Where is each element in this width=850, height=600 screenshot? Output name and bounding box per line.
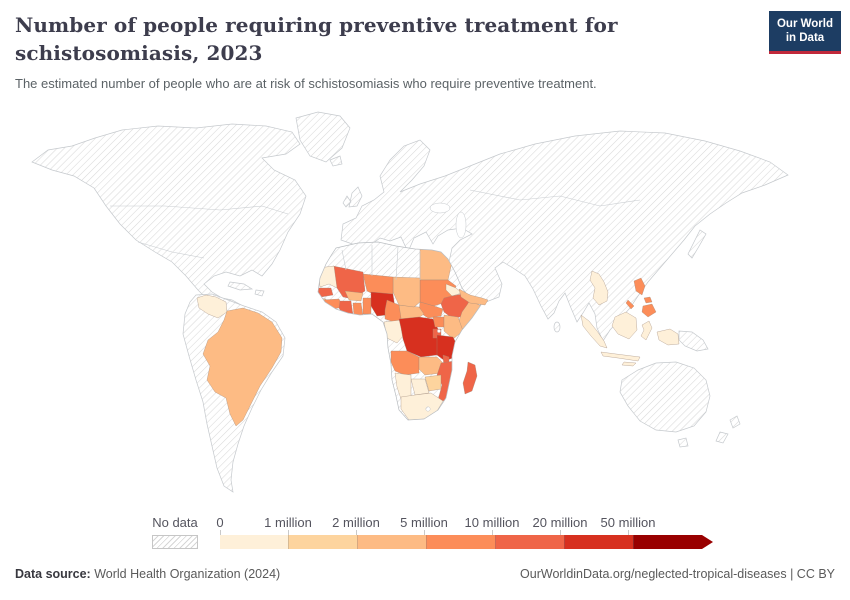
country-eritrea[interactable] bbox=[445, 283, 463, 297]
landmass-cuba[interactable] bbox=[227, 281, 254, 291]
footer-source: Data source: World Health Organization (… bbox=[15, 567, 280, 581]
landmass-japan[interactable] bbox=[687, 229, 707, 259]
country-yemen[interactable] bbox=[458, 288, 489, 306]
country-cote-divoire[interactable] bbox=[338, 300, 354, 316]
country-kenya[interactable] bbox=[443, 314, 464, 340]
landmass-north-america[interactable] bbox=[31, 123, 307, 316]
africa-coastline bbox=[317, 241, 482, 421]
legend-no-data-swatch[interactable] bbox=[152, 535, 198, 549]
caspian-sea bbox=[455, 211, 467, 239]
landmass-australia[interactable] bbox=[619, 361, 711, 433]
country-zimbabwe[interactable] bbox=[424, 374, 442, 392]
landmass-greenland[interactable] bbox=[295, 111, 351, 163]
country-south-africa[interactable] bbox=[400, 392, 444, 420]
legend-tick-label: 10 million bbox=[464, 515, 520, 530]
legend-tick-label: 2 million bbox=[332, 515, 380, 530]
legend-tick-label: 1 million bbox=[264, 515, 312, 530]
footer: Data source: World Health Organization (… bbox=[15, 567, 835, 581]
country-lesotho[interactable] bbox=[425, 406, 431, 412]
country-liberia[interactable] bbox=[328, 310, 347, 319]
border-asia-internal bbox=[469, 189, 641, 207]
owid-logo-line1: Our World bbox=[776, 18, 833, 30]
legend-bin-1[interactable] bbox=[288, 535, 357, 549]
legend-color-bar[interactable] bbox=[220, 535, 713, 549]
owid-logo[interactable]: Our World in Data bbox=[769, 11, 841, 54]
country-laos-cambodia[interactable] bbox=[589, 270, 609, 306]
footer-source-value: World Health Organization (2024) bbox=[90, 567, 281, 581]
country-uganda[interactable] bbox=[432, 316, 445, 328]
owid-logo-line2: in Data bbox=[785, 32, 825, 45]
country-brazil[interactable] bbox=[202, 307, 283, 427]
legend-bin-0[interactable] bbox=[220, 535, 288, 549]
legend-tick-mark bbox=[424, 530, 425, 535]
legend-bin-3[interactable] bbox=[426, 535, 495, 549]
legend-tick-label: 20 million bbox=[532, 515, 588, 530]
country-sierra-leone[interactable] bbox=[319, 305, 330, 315]
legend-bin-4[interactable] bbox=[495, 535, 564, 549]
landmass-new-guinea-east[interactable] bbox=[678, 330, 709, 352]
landmass-sri-lanka[interactable] bbox=[553, 321, 561, 333]
landmass-eurasia[interactable] bbox=[340, 130, 789, 342]
legend-bin-5[interactable] bbox=[564, 535, 633, 549]
border-sahara-internal bbox=[341, 245, 421, 281]
legend-tick-label: 0 bbox=[216, 515, 224, 530]
landmass-ireland[interactable] bbox=[342, 195, 352, 208]
legend-bin-2[interactable] bbox=[357, 535, 426, 549]
country-angola[interactable] bbox=[390, 350, 420, 376]
country-madagascar[interactable] bbox=[462, 361, 478, 395]
landmass-britain[interactable] bbox=[348, 186, 363, 208]
chart-subtitle: The estimated number of people who are a… bbox=[15, 76, 597, 91]
landmass-hispaniola[interactable] bbox=[254, 289, 265, 297]
legend-tick-label: 50 million bbox=[600, 515, 656, 530]
lake-victoria bbox=[437, 329, 441, 333]
border-us-mexico bbox=[137, 241, 205, 259]
page-title: Number of people requiring preventive tr… bbox=[15, 13, 618, 65]
legend-bin-6[interactable] bbox=[633, 535, 702, 549]
country-mauritania[interactable] bbox=[318, 265, 338, 289]
black-sea bbox=[429, 202, 451, 214]
landmass-tasmania[interactable] bbox=[677, 437, 689, 448]
legend-tick-mark bbox=[492, 530, 493, 535]
world-choropleth-map[interactable] bbox=[0, 103, 850, 513]
country-burkina-faso[interactable] bbox=[344, 290, 364, 302]
legend-tick-mark bbox=[356, 530, 357, 535]
country-philippines[interactable] bbox=[625, 277, 657, 318]
country-indonesia[interactable] bbox=[580, 311, 680, 367]
legend-tick-label: 5 million bbox=[400, 515, 448, 530]
footer-credit[interactable]: OurWorldinData.org/neglected-tropical-di… bbox=[520, 567, 835, 581]
footer-source-label: Data source: bbox=[15, 567, 91, 581]
country-togo-benin[interactable] bbox=[362, 297, 372, 315]
legend-arrow bbox=[702, 535, 713, 549]
legend-tick-mark bbox=[288, 530, 289, 535]
legend-tick-mark bbox=[560, 530, 561, 535]
border-us-canada bbox=[110, 205, 289, 215]
legend-no-data-label: No data bbox=[152, 515, 198, 530]
legend-tick-mark bbox=[220, 530, 221, 535]
landmass-iceland[interactable] bbox=[329, 155, 343, 167]
landmass-new-zealand[interactable] bbox=[715, 415, 741, 444]
legend-tick-mark bbox=[628, 530, 629, 535]
